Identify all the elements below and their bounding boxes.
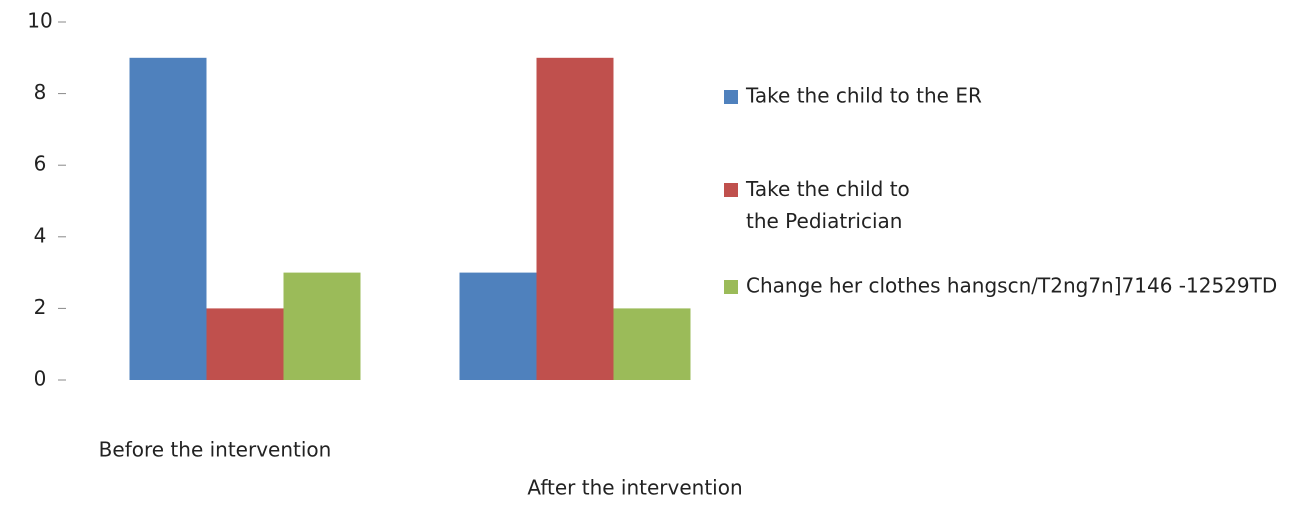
bar [613, 308, 691, 380]
bar [129, 57, 207, 381]
legend-swatch [724, 90, 738, 104]
bar [459, 272, 537, 380]
y-tick-label: 6 [34, 152, 47, 176]
bar [536, 57, 614, 381]
bar [283, 272, 361, 380]
x-tick-label: After the intervention [527, 476, 742, 500]
y-tick-label: 10 [27, 9, 52, 33]
legend-label-line: Take the child to [745, 177, 910, 201]
legend-label: Take the child to the ER [745, 84, 982, 108]
legend-swatch [724, 280, 738, 294]
bar [206, 308, 284, 380]
y-tick-label: 0 [34, 367, 47, 391]
legend-label: Change her clothes hangscn/T2ng7n]7146 -… [746, 274, 1277, 298]
y-tick-label: 2 [34, 295, 47, 319]
y-tick-label: 8 [34, 80, 47, 104]
legend-label-line: the Pediatrician [746, 209, 902, 233]
y-tick-label: 4 [34, 223, 47, 247]
legend-label: Take the child to the Pediatrician [745, 177, 910, 233]
legend-swatch [724, 183, 738, 197]
x-tick-label: Before the intervention [99, 438, 332, 462]
